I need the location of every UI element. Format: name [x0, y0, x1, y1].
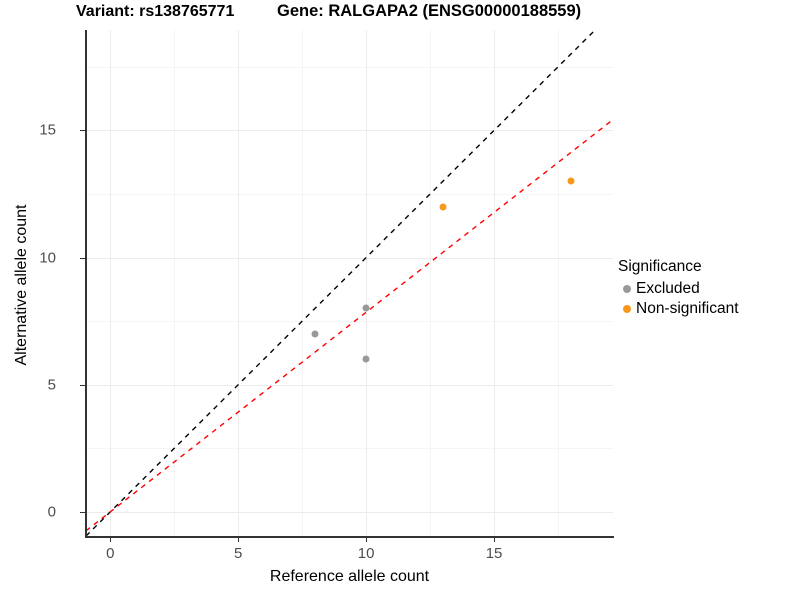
legend-item-label: Excluded	[636, 280, 700, 298]
gridline	[86, 257, 613, 259]
y-axis-tick-label: 0	[47, 503, 56, 521]
gridline	[494, 30, 496, 536]
gridline	[238, 30, 240, 536]
x-axis-tick-label: 10	[357, 545, 375, 562]
gridline	[86, 194, 613, 195]
x-axis-tick-label: 15	[485, 545, 503, 562]
expected-ratio-line	[86, 119, 613, 532]
x-axis-tick	[110, 537, 112, 542]
gridline	[86, 130, 613, 132]
plot-panel	[86, 30, 613, 536]
y-axis-tick	[80, 384, 85, 386]
gridline	[86, 448, 613, 450]
legend-item: Excluded	[618, 279, 798, 299]
y-axis-tick-label: 10	[39, 249, 56, 267]
gridline	[366, 30, 368, 536]
x-axis-line	[85, 536, 614, 538]
x-axis-tick-label: 5	[234, 545, 243, 562]
legend-key	[618, 305, 636, 313]
legend-dot-icon	[623, 305, 631, 313]
gridline	[86, 66, 613, 68]
y-axis-tick	[80, 511, 85, 513]
plot-title-gene: Gene: RALGAPA2 (ENSG00000188559)	[277, 2, 582, 20]
gridline	[86, 384, 613, 386]
x-axis-label: Reference allele count	[269, 568, 430, 585]
data-point	[311, 330, 319, 338]
reference-lines	[86, 30, 613, 536]
legend-dot-icon	[623, 285, 631, 293]
gridline	[86, 321, 613, 323]
gridline	[174, 30, 176, 536]
legend-items: Excluded Non-significant	[618, 279, 798, 319]
y-axis-tick-label: 5	[47, 376, 56, 394]
legend-title: Significance	[618, 258, 702, 275]
y-axis-tick	[80, 257, 85, 259]
legend: Significance Excluded Non-significant	[618, 258, 798, 319]
plot-title-variant: Variant: rs138765771	[76, 3, 235, 20]
legend-key	[618, 285, 636, 293]
y-axis-tick	[80, 130, 85, 132]
x-axis-tick	[494, 537, 496, 542]
y-axis-label: Alternative allele count	[13, 204, 30, 366]
data-point	[362, 304, 370, 312]
gridline	[557, 30, 559, 536]
legend-item-label: Non-significant	[636, 300, 739, 318]
data-point	[439, 203, 447, 211]
gridline	[430, 30, 432, 536]
gridline	[302, 30, 304, 536]
data-point	[362, 355, 370, 363]
y-axis-line	[85, 30, 87, 536]
gridline	[110, 30, 112, 536]
legend-item: Non-significant	[618, 299, 798, 319]
data-point	[567, 177, 575, 185]
x-axis-tick	[238, 537, 240, 542]
gridline	[86, 511, 613, 513]
identity-line	[86, 30, 597, 536]
x-axis-tick-label: 0	[106, 545, 115, 562]
x-axis-tick	[366, 537, 368, 542]
y-axis-tick-label: 15	[39, 121, 56, 139]
